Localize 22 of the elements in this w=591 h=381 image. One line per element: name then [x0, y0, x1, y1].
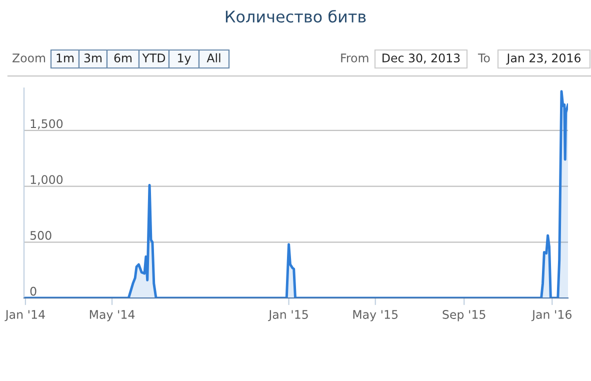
text: 1m: [56, 54, 74, 62]
text: YTD: [142, 54, 166, 62]
text: 6m: [114, 53, 132, 62]
text: Jan 23, 2016: [506, 53, 581, 65]
x-tick-label: Jan '15: [268, 310, 308, 322]
text: All: [206, 53, 220, 62]
text: 1y: [178, 54, 191, 65]
x-tick-label: Jan '14: [4, 310, 45, 322]
text: 3m: [84, 53, 102, 62]
text: From: [341, 54, 368, 62]
chart-title: Количество битв: [226, 10, 366, 23]
x-tick-label: May '14: [90, 310, 135, 322]
text: To: [478, 54, 490, 62]
text: Zoom: [12, 54, 46, 62]
y-tick-label: 1,500: [30, 119, 63, 130]
x-tick-label: May '15: [353, 310, 398, 322]
x-tick-label: Sep '15: [442, 310, 486, 322]
x-tick-label: Jan '16: [531, 310, 572, 322]
text: Dec 30, 2013: [382, 53, 460, 64]
y-tick-label: 500: [30, 230, 52, 240]
y-tick-label: 1,000: [30, 175, 63, 186]
y-tick-label: 0: [30, 286, 36, 296]
